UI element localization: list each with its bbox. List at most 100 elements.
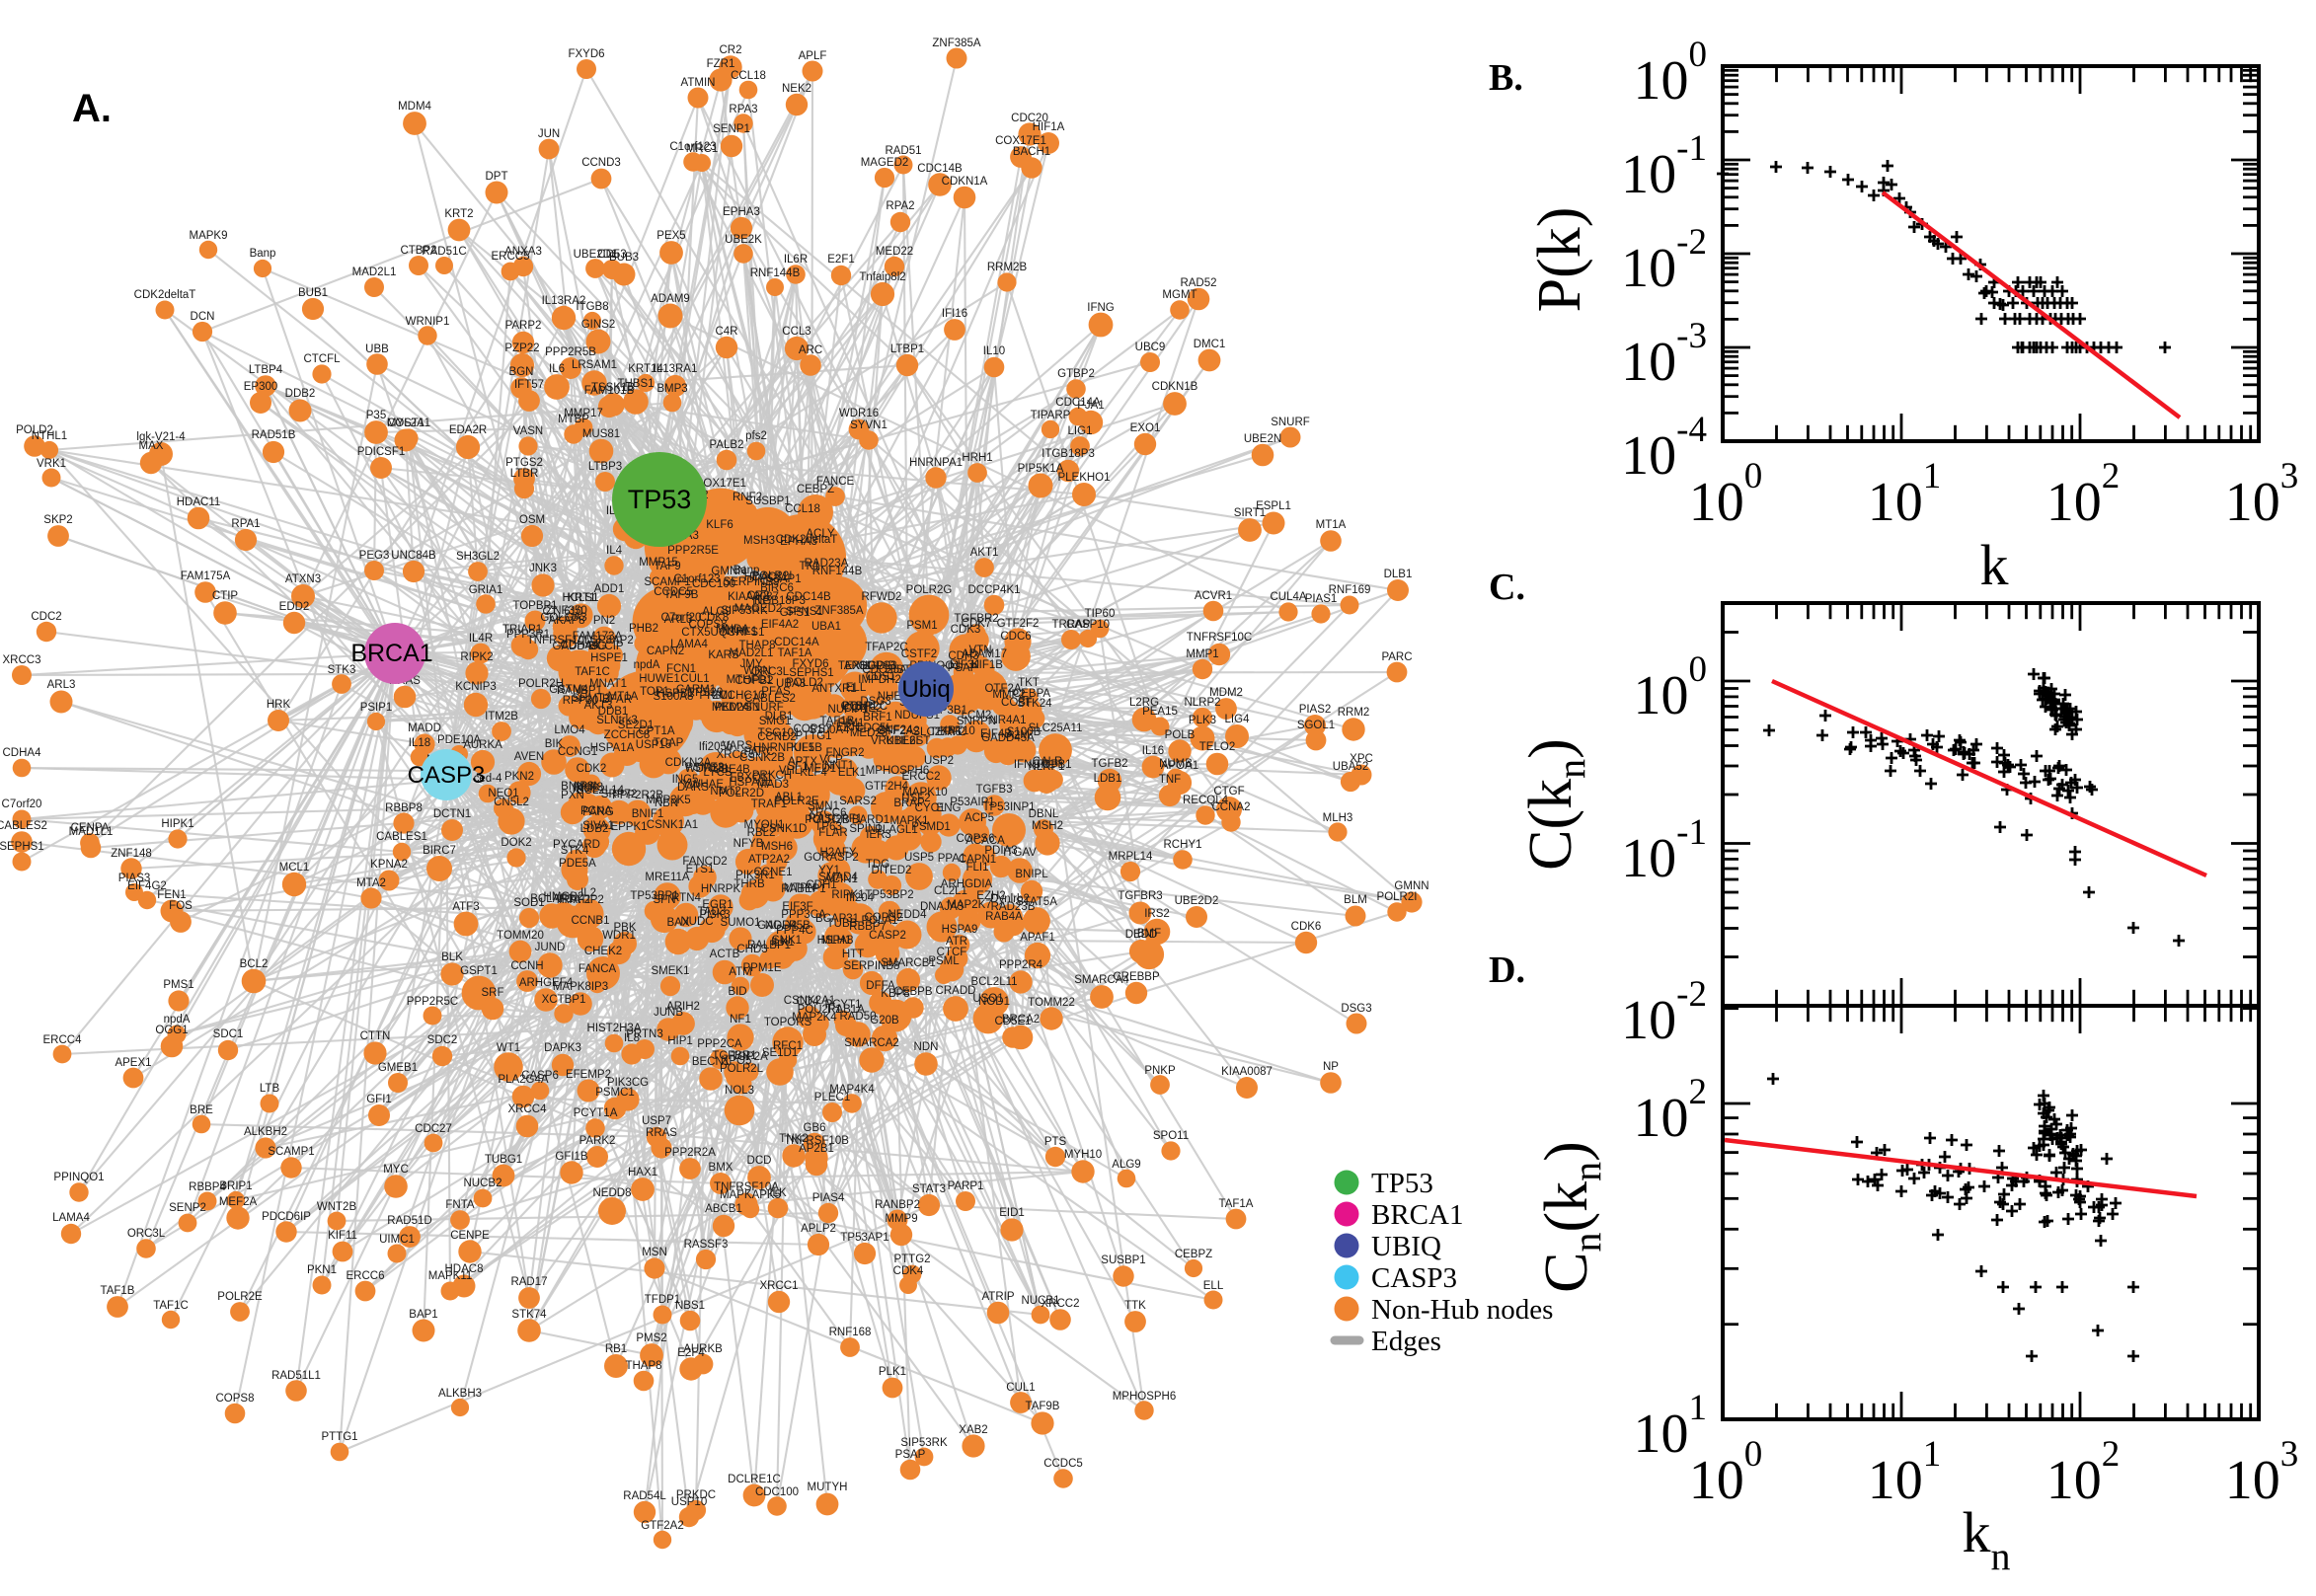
- svg-text:KPNA2: KPNA2: [370, 859, 408, 871]
- svg-text:TAF1C: TAF1C: [153, 1300, 189, 1312]
- svg-text:GINS2: GINS2: [581, 319, 616, 331]
- svg-text:MAPK1: MAPK1: [890, 815, 929, 827]
- svg-text:MAD2L1: MAD2L1: [352, 266, 397, 278]
- svg-text:TGFBR3: TGFBR3: [1118, 890, 1162, 902]
- svg-text:NP: NP: [754, 595, 770, 607]
- svg-text:TP53: TP53: [1371, 1168, 1433, 1199]
- svg-text:TGFB3: TGFB3: [975, 784, 1012, 796]
- svg-text:XCTBP1: XCTBP1: [542, 994, 586, 1006]
- svg-text:SP8AP2: SP8AP2: [590, 635, 633, 646]
- svg-text:ITGB18P3: ITGB18P3: [1042, 448, 1095, 460]
- svg-text:ERCC6: ERCC6: [347, 1270, 385, 1282]
- svg-text:ING2: ING2: [573, 783, 599, 795]
- svg-text:CABLES1: CABLES1: [376, 831, 427, 843]
- svg-text:PN2: PN2: [593, 615, 615, 627]
- svg-text:RNF168: RNF168: [829, 1327, 872, 1338]
- svg-text:CAPN2: CAPN2: [647, 646, 684, 657]
- svg-text:USP2: USP2: [924, 755, 954, 767]
- svg-text:CREBBP: CREBBP: [1113, 971, 1160, 983]
- svg-text:TSG101: TSG101: [758, 727, 801, 739]
- svg-text:TGFBR1: TGFBR1: [712, 1050, 756, 1062]
- svg-text:ENG: ENG: [937, 802, 962, 814]
- svg-text:IFI16: IFI16: [942, 308, 967, 320]
- svg-text:ACTB: ACTB: [710, 949, 740, 960]
- svg-text:RAD23A: RAD23A: [805, 558, 849, 570]
- svg-text:RAD51B: RAD51B: [252, 429, 296, 441]
- svg-text:MMP9: MMP9: [885, 1213, 917, 1225]
- svg-text:PARP1: PARP1: [948, 1180, 984, 1192]
- svg-text:KIF5B: KIF5B: [791, 742, 822, 754]
- svg-text:MMP1: MMP1: [1186, 648, 1218, 660]
- svg-text:NOL3: NOL3: [725, 1085, 754, 1097]
- svg-text:NEK2: NEK2: [782, 83, 811, 95]
- svg-text:ADD1: ADD1: [594, 583, 625, 595]
- svg-text:POLD2: POLD2: [16, 424, 53, 436]
- svg-text:MSN: MSN: [642, 1247, 667, 1258]
- svg-text:RAD52: RAD52: [1180, 277, 1216, 289]
- svg-text:BCL2L11: BCL2L11: [970, 976, 1017, 988]
- svg-text:E2F1: E2F1: [827, 254, 855, 266]
- svg-text:BAX: BAX: [666, 917, 689, 929]
- svg-text:RAD51L1: RAD51L1: [271, 1370, 321, 1382]
- svg-text:BMP3: BMP3: [656, 383, 687, 395]
- svg-text:CDKN1A: CDKN1A: [942, 176, 988, 188]
- svg-text:C(kn): C(kn): [1517, 738, 1593, 871]
- svg-text:ATM: ATM: [729, 966, 751, 978]
- svg-text:CDHA4: CDHA4: [3, 747, 42, 759]
- svg-text:TTK: TTK: [1124, 1300, 1146, 1312]
- svg-text:PDICSF1: PDICSF1: [357, 446, 406, 458]
- svg-text:TOMM22: TOMM22: [1028, 997, 1075, 1009]
- svg-text:IFNGR1: IFNGR1: [1014, 759, 1055, 771]
- svg-text:CTCFL: CTCFL: [303, 353, 341, 365]
- svg-text:PFAS: PFAS: [761, 686, 791, 698]
- svg-text:IL4R: IL4R: [469, 633, 493, 645]
- svg-text:GTF2F2: GTF2F2: [997, 618, 1040, 630]
- svg-text:HIPK1: HIPK1: [161, 818, 193, 830]
- svg-text:ARHGDIA: ARHGDIA: [941, 878, 993, 890]
- svg-text:PLEC1: PLEC1: [814, 1092, 850, 1103]
- svg-text:RCHY1: RCHY1: [1164, 839, 1202, 851]
- svg-text:IL18: IL18: [409, 737, 430, 749]
- svg-text:RTN4: RTN4: [671, 892, 701, 904]
- svg-text:UBE2D2: UBE2D2: [1175, 895, 1219, 907]
- svg-text:CUL1: CUL1: [1006, 1382, 1035, 1394]
- svg-text:RPA3: RPA3: [729, 104, 757, 115]
- svg-text:HAX1: HAX1: [628, 1167, 657, 1178]
- svg-text:ARHGDIB: ARHGDIB: [844, 660, 896, 672]
- svg-text:MAGED2: MAGED2: [861, 157, 909, 169]
- svg-text:RASSF3: RASSF3: [684, 1239, 729, 1251]
- svg-text:CDKN1B: CDKN1B: [1152, 381, 1198, 393]
- svg-text:BAP1: BAP1: [409, 1309, 437, 1321]
- svg-text:GORASP2: GORASP2: [804, 852, 859, 864]
- svg-text:RNF144B: RNF144B: [750, 267, 801, 279]
- svg-text:SDC1: SDC1: [213, 1028, 244, 1040]
- svg-text:WT1: WT1: [497, 1042, 520, 1054]
- svg-text:XRCC2: XRCC2: [1042, 1298, 1080, 1310]
- svg-text:CCDC5: CCDC5: [654, 586, 693, 598]
- svg-text:USP7: USP7: [642, 1115, 671, 1127]
- svg-text:SMEK1: SMEK1: [652, 965, 690, 977]
- svg-text:MAP2K7: MAP2K7: [947, 899, 991, 911]
- svg-text:MLH3: MLH3: [1323, 812, 1353, 824]
- svg-text:C7orf20: C7orf20: [2, 798, 42, 810]
- svg-text:PDCD6IP: PDCD6IP: [262, 1211, 311, 1223]
- svg-text:MAPK9: MAPK9: [190, 230, 228, 242]
- svg-text:UIMC1: UIMC1: [379, 1234, 415, 1246]
- svg-text:DCD: DCD: [747, 1155, 772, 1167]
- svg-text:LIG1: LIG1: [1068, 425, 1093, 437]
- svg-text:PDIA3: PDIA3: [984, 845, 1017, 857]
- svg-text:HSPA9: HSPA9: [942, 924, 978, 936]
- svg-text:PPP2R5B: PPP2R5B: [545, 346, 596, 358]
- svg-text:NR4A1: NR4A1: [989, 715, 1026, 726]
- svg-text:PZP22: PZP22: [504, 342, 539, 354]
- svg-text:DFFA: DFFA: [866, 980, 895, 992]
- svg-text:CENPE: CENPE: [450, 1230, 490, 1242]
- svg-text:BCL2: BCL2: [240, 958, 269, 970]
- svg-text:ATMIN: ATMIN: [681, 77, 716, 89]
- svg-text:BRCA1: BRCA1: [1371, 1199, 1463, 1231]
- svg-text:STK74: STK74: [511, 1309, 547, 1321]
- svg-text:UBC9: UBC9: [1135, 342, 1166, 353]
- svg-text:CASP6: CASP6: [521, 1070, 559, 1082]
- svg-text:APOA1: APOA1: [1161, 760, 1198, 772]
- svg-text:IL6: IL6: [549, 363, 565, 375]
